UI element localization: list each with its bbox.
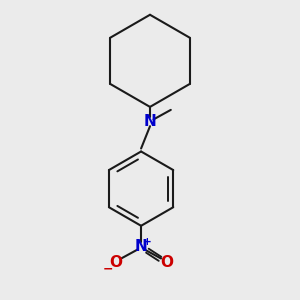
Text: O: O [160,255,173,270]
Text: O: O [109,255,122,270]
Text: N: N [135,239,148,254]
Text: −: − [103,262,114,275]
Text: +: + [143,237,152,247]
Text: N: N [144,114,156,129]
